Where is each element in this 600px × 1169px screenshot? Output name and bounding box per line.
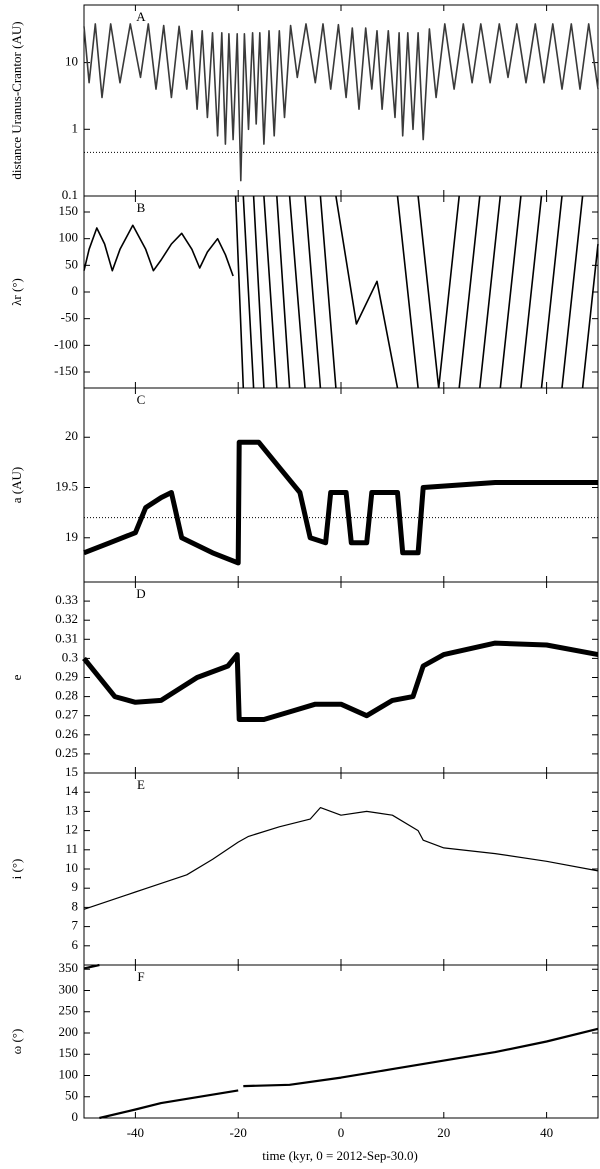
y-tick-label: 300: [59, 981, 79, 996]
y-axis-label: distance Uranus-Crantor (AU): [9, 21, 24, 179]
panel-frame: [83, 772, 599, 966]
y-tick-label: 9: [72, 879, 79, 894]
x-tick-label: 0: [338, 1125, 345, 1140]
panel-label: B: [137, 200, 146, 215]
y-tick-label: 100: [59, 230, 79, 245]
y-tick-label: 10: [65, 860, 78, 875]
data-line: [83, 807, 599, 910]
y-tick-label: 10: [65, 54, 78, 69]
y-tick-label: 350: [59, 960, 79, 975]
data-line: [83, 439, 598, 566]
x-tick-label: 40: [540, 1125, 553, 1140]
x-axis-label: time (kyr, 0 = 2012-Sep-30.0): [262, 1148, 418, 1163]
y-tick-label: 0.3: [62, 649, 78, 664]
y-tick-label: 11: [65, 841, 78, 856]
panel-frame: [83, 581, 599, 774]
x-tick-label: -20: [230, 1125, 247, 1140]
y-tick-label: 0.28: [55, 688, 78, 703]
y-tick-label: 0: [72, 1109, 79, 1124]
y-tick-label: 150: [59, 203, 79, 218]
x-tick-label: 20: [437, 1125, 450, 1140]
y-axis-label: ω (°): [9, 1029, 24, 1055]
y-tick-label: 15: [65, 764, 78, 779]
y-tick-label: 19: [65, 529, 78, 544]
y-tick-label: 14: [65, 783, 79, 798]
y-tick-label: 0.32: [55, 611, 78, 626]
panel-label: C: [137, 392, 146, 407]
panel-label: D: [136, 586, 145, 601]
y-tick-label: 0.33: [55, 592, 78, 607]
y-tick-label: 1: [72, 120, 79, 135]
y-tick-label: 100: [59, 1066, 79, 1081]
panel-label: E: [137, 777, 145, 792]
y-axis-label: λr (°): [9, 278, 24, 306]
y-tick-label: 0.26: [55, 726, 78, 741]
y-axis-label: i (°): [9, 859, 24, 880]
y-tick-label: 0.1: [62, 187, 78, 202]
y-tick-label: 50: [65, 256, 78, 271]
y-tick-label: 13: [65, 802, 78, 817]
y-tick-label: 0: [72, 283, 79, 298]
y-tick-label: 6: [72, 937, 79, 952]
y-tick-label: 0.25: [55, 745, 78, 760]
y-tick-label: 50: [65, 1088, 78, 1103]
y-tick-label: 250: [59, 1003, 79, 1018]
panel-frame: [83, 4, 599, 197]
data-line: [82, 640, 599, 722]
y-tick-label: 12: [65, 822, 78, 837]
y-tick-label: 8: [72, 898, 79, 913]
data-line: [83, 963, 599, 1120]
y-tick-label: 0.27: [55, 707, 78, 722]
y-tick-label: 0.29: [55, 668, 78, 683]
panel-label: A: [136, 9, 146, 24]
panel-frame: [83, 964, 599, 1119]
y-tick-label: -50: [61, 310, 78, 325]
y-tick-label: 20: [65, 428, 78, 443]
y-axis-label: e: [9, 674, 24, 680]
y-tick-label: -100: [54, 336, 78, 351]
data-line: [83, 23, 599, 182]
y-tick-label: 19.5: [55, 478, 78, 493]
x-tick-label: -40: [127, 1125, 144, 1140]
y-tick-label: 0.31: [55, 630, 78, 645]
y-axis-label: a (AU): [9, 467, 24, 503]
y-tick-label: 150: [59, 1045, 79, 1060]
y-tick-label: 200: [59, 1024, 79, 1039]
y-tick-label: -150: [54, 363, 78, 378]
panel-label: F: [137, 969, 144, 984]
data-line: [83, 195, 599, 389]
y-tick-label: 7: [72, 918, 79, 933]
